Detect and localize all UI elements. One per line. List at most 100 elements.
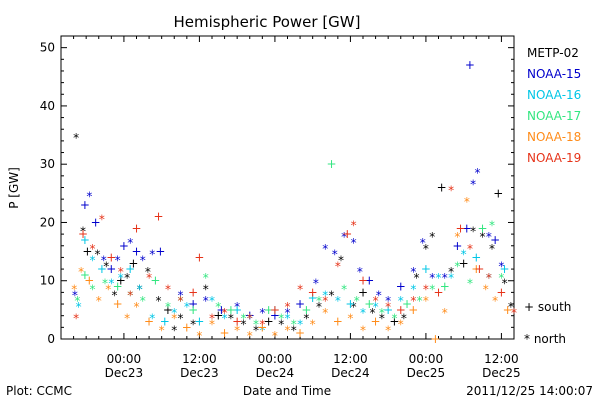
- data-point: *: [385, 294, 391, 308]
- data-point: *: [398, 318, 404, 332]
- data-point: +: [257, 320, 267, 334]
- data-point: *: [489, 218, 495, 232]
- data-point: *: [190, 318, 196, 332]
- data-point: +: [270, 303, 280, 317]
- data-point: *: [73, 131, 79, 145]
- data-point: +: [295, 326, 305, 340]
- data-point: +: [80, 198, 90, 212]
- data-point: +: [270, 309, 280, 323]
- data-point: *: [410, 294, 416, 308]
- data-point: *: [89, 283, 95, 297]
- data-point: +: [153, 210, 163, 224]
- data-point: *: [278, 318, 284, 332]
- data-point: *: [492, 294, 498, 308]
- data-point: *: [401, 312, 407, 326]
- data-point: *: [335, 294, 341, 308]
- data-point: +: [503, 303, 513, 317]
- data-point: *: [105, 283, 111, 297]
- data-point: *: [118, 271, 124, 285]
- data-point: +: [440, 280, 450, 294]
- data-point: +: [84, 274, 94, 288]
- data-point: *: [134, 300, 140, 314]
- data-point: *: [303, 312, 309, 326]
- data-point: *: [178, 288, 184, 302]
- data-point: +: [155, 245, 165, 259]
- data-point: *: [354, 294, 360, 308]
- data-point: +: [125, 262, 135, 276]
- data-point: *: [74, 294, 80, 308]
- x-tick-time-label: 00:00: [107, 352, 142, 366]
- data-point: *: [483, 283, 489, 297]
- series-metp-02: **+ ***+*+***+** **+ * * *+ * ******+* * + ****+*+…: [73, 131, 514, 337]
- data-point: +: [194, 315, 204, 329]
- data-point: *: [335, 259, 341, 273]
- data-point: *: [391, 312, 397, 326]
- legend-entry: NOAA-16: [527, 88, 581, 102]
- data-point: *: [429, 230, 435, 244]
- data-point: *: [448, 271, 454, 285]
- y-tick-label: 20: [40, 215, 55, 229]
- data-point: *: [442, 271, 448, 285]
- data-point: *: [203, 271, 209, 285]
- data-point: *: [86, 189, 92, 203]
- data-point: *: [76, 300, 82, 314]
- data-point: *: [234, 323, 240, 337]
- data-point: *: [373, 300, 379, 314]
- x-tick-time-label: 00:00: [258, 352, 293, 366]
- data-point: +: [220, 326, 230, 340]
- data-point: *: [322, 294, 328, 308]
- data-point: +: [421, 262, 431, 276]
- data-point: *: [165, 283, 171, 297]
- data-point: +: [106, 250, 116, 264]
- data-point: *: [429, 283, 435, 297]
- data-point: *: [310, 318, 316, 332]
- x-tick-date-label: Dec24: [331, 366, 370, 380]
- data-point: *: [511, 306, 517, 320]
- data-point: *: [297, 283, 303, 297]
- data-point: *: [347, 312, 353, 326]
- data-point: *: [240, 318, 246, 332]
- data-point: *: [272, 329, 278, 343]
- data-point: *: [137, 283, 143, 297]
- data-point: *: [448, 184, 454, 198]
- data-point: *: [240, 312, 246, 326]
- data-point: +: [188, 285, 198, 299]
- data-point: *: [360, 306, 366, 320]
- data-point: *: [448, 265, 454, 279]
- y-axis-label: P [GW]: [7, 167, 21, 209]
- data-point: +: [226, 303, 236, 317]
- data-point: *: [285, 300, 291, 314]
- data-point: +: [496, 285, 506, 299]
- data-point: *: [291, 323, 297, 337]
- x-tick-date-label: Dec24: [256, 366, 295, 380]
- data-point: *: [127, 236, 133, 250]
- data-point: *: [178, 294, 184, 308]
- marker-legend: + south * north: [524, 300, 571, 346]
- y-tick-label: 40: [40, 99, 55, 113]
- data-point: *: [351, 218, 357, 232]
- data-point: +: [500, 262, 510, 276]
- data-point: *: [322, 242, 328, 256]
- data-point: *: [498, 259, 504, 273]
- data-point: *: [101, 253, 107, 267]
- data-point: +: [308, 291, 318, 305]
- data-point: *: [124, 271, 130, 285]
- series-noaa-19: *+**+**+*+**++* *+ * *+ ** +**+*+* * +** +*+*+*+…: [73, 184, 517, 332]
- data-point: +: [396, 280, 406, 294]
- data-point: *: [247, 312, 253, 326]
- data-point: *: [291, 318, 297, 332]
- data-point: *: [508, 300, 514, 314]
- data-point: *: [329, 288, 335, 302]
- data-point: *: [94, 248, 100, 262]
- data-point: *: [467, 242, 473, 256]
- data-point: +: [389, 315, 399, 329]
- data-point: *: [165, 300, 171, 314]
- x-tick-time-label: 00:00: [409, 352, 444, 366]
- data-point: *: [376, 288, 382, 302]
- data-point: *: [203, 294, 209, 308]
- data-point: *: [278, 312, 284, 326]
- data-point: *: [80, 224, 86, 238]
- data-point: *: [247, 329, 253, 343]
- data-point: *: [470, 178, 476, 192]
- data-point: +: [264, 315, 274, 329]
